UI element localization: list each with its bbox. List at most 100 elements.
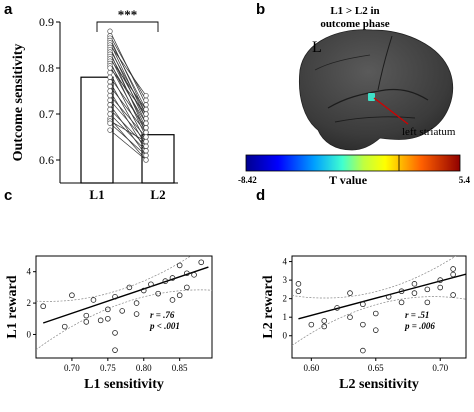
- paired-line: [109, 54, 147, 119]
- data-point: [105, 306, 111, 313]
- stat-p: p = .006: [404, 321, 435, 331]
- data-point: [450, 271, 456, 278]
- y-tick-label: 4: [283, 257, 288, 267]
- data-point: [334, 305, 340, 311]
- colorbar-max-label: 5.4: [459, 175, 471, 185]
- ci-upper: [36, 256, 192, 302]
- point-l1: [107, 88, 113, 94]
- stat-r: r = .51: [405, 310, 429, 320]
- panel-d-scatter: 0.60 0.65 0.70 0 1 2 3 4 L2 sensitivity L2 reward…: [261, 255, 467, 392]
- data-point: [437, 284, 444, 291]
- point-l1: [107, 92, 113, 99]
- data-point: [360, 347, 366, 354]
- data-point: [169, 275, 176, 281]
- data-point: [385, 293, 392, 300]
- ci-upper: [292, 256, 457, 299]
- data-point: [424, 299, 431, 306]
- y-axis-title: Outcome sensitivity: [11, 44, 26, 162]
- data-point: [176, 262, 183, 269]
- y-tick-label: 1: [283, 312, 288, 322]
- paired-line: [109, 104, 147, 156]
- point-l1: [107, 97, 113, 103]
- colorbar: [245, 154, 461, 172]
- point-l2: [143, 148, 149, 154]
- data-point: [360, 301, 366, 308]
- point-l1: [107, 111, 113, 117]
- y-tick-label: 0.7: [39, 107, 54, 121]
- point-l2: [143, 106, 149, 113]
- paired-line: [109, 109, 147, 147]
- data-point: [191, 272, 197, 278]
- data-point: [83, 312, 90, 319]
- x-tick-label: 0.80: [136, 363, 152, 373]
- data-point: [140, 287, 147, 294]
- y-tick-label: 2: [283, 294, 288, 304]
- data-point: [360, 321, 366, 328]
- paired-line: [109, 120, 147, 142]
- data-point: [119, 308, 126, 314]
- paired-line: [109, 40, 147, 110]
- point-l2: [143, 152, 149, 159]
- data-point: [176, 292, 183, 299]
- paired-line: [109, 129, 147, 161]
- data-point: [40, 303, 46, 310]
- brain-title-line2: outcome phase: [320, 18, 389, 30]
- brain-sulcus-temporal: [334, 116, 416, 123]
- ci-lower: [36, 289, 212, 351]
- data-point: [411, 281, 418, 287]
- activation-cluster: [368, 93, 375, 101]
- panel-letter-a: a: [4, 1, 13, 18]
- data-point: [184, 284, 190, 291]
- point-l2: [143, 92, 149, 99]
- stat-r: r = .76: [150, 310, 175, 320]
- data-point: [198, 259, 205, 266]
- paired-line: [109, 65, 147, 133]
- paired-line: [109, 44, 147, 96]
- data-point: [295, 281, 302, 287]
- paired-line: [109, 67, 147, 115]
- data-point: [112, 347, 118, 353]
- data-point: [69, 292, 75, 299]
- ci-lower: [292, 296, 466, 346]
- annotation-arrow: [373, 97, 409, 125]
- point-l1: [107, 120, 113, 126]
- x-tick-label: 0.85: [172, 363, 188, 373]
- x-tick-label: 0.65: [368, 363, 384, 373]
- point-l1: [107, 106, 113, 113]
- data-point: [112, 293, 118, 300]
- significance-bracket: [96, 21, 159, 32]
- paired-line: [109, 58, 147, 110]
- plot-frame: [291, 255, 467, 359]
- data-point: [347, 314, 353, 321]
- paired-line: [109, 86, 147, 133]
- data-point: [169, 297, 176, 303]
- brain-sulcus-central: [377, 35, 393, 91]
- caption-strip: [0, 404, 474, 412]
- data-point: [97, 317, 104, 324]
- paired-line: [109, 76, 147, 129]
- point-l2: [143, 143, 149, 149]
- data-point: [411, 290, 418, 296]
- x-tick-label: L1: [89, 187, 104, 202]
- stat-p: p < .001: [149, 321, 180, 331]
- data-point: [450, 266, 456, 272]
- paired-line: [109, 99, 147, 142]
- significance-stars: ***: [118, 7, 138, 22]
- data-point: [90, 297, 97, 303]
- x-axis-title: L1 sensitivity: [84, 377, 164, 392]
- point-l2: [143, 97, 149, 103]
- paired-line: [109, 95, 147, 138]
- point-l2: [143, 157, 149, 163]
- y-tick-label: 3: [283, 275, 288, 285]
- point-l1: [107, 65, 113, 71]
- plot-frame: [35, 255, 213, 359]
- regression-line: [42, 266, 209, 324]
- data-point: [133, 300, 140, 306]
- y-tick-label: 0: [283, 331, 288, 341]
- point-l2: [143, 111, 149, 117]
- panel-b-brain: L1 > L2 in outcome phase L left striatum…: [238, 5, 471, 187]
- paired-line: [109, 49, 147, 115]
- data-point: [133, 311, 140, 317]
- brain-title-line1: L1 > L2 in: [330, 5, 379, 17]
